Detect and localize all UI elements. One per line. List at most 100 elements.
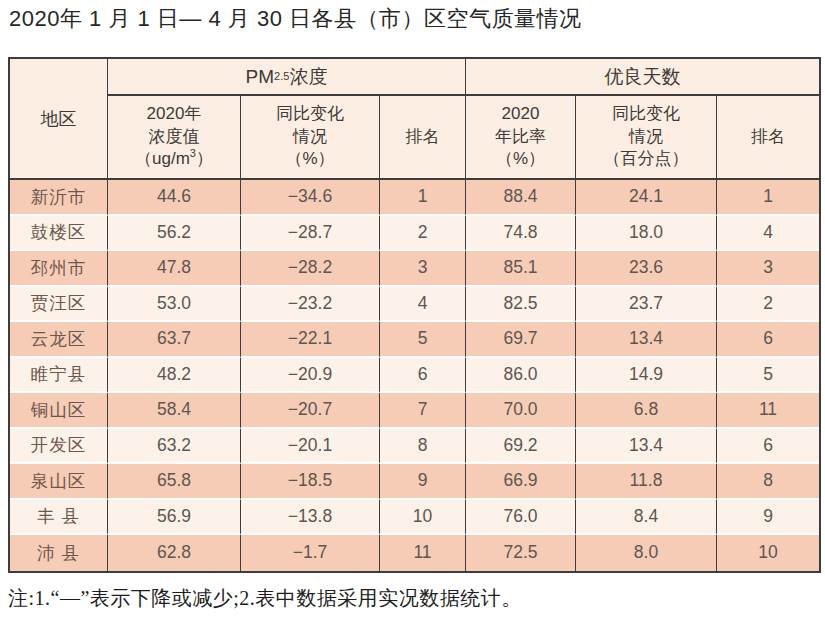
cell-good-rate: 76.0 xyxy=(466,500,576,536)
header-pm-value-line2: 浓度值 xyxy=(135,126,213,148)
pm25-label-rest: 浓度 xyxy=(289,64,327,90)
cell-pm-value: 56.2 xyxy=(108,216,241,252)
cell-pm-value: 48.2 xyxy=(108,358,241,394)
cell-region: 铜山区 xyxy=(10,393,108,429)
header-pm-change-line2: 情况 xyxy=(276,126,344,148)
cell-good-change: 23.7 xyxy=(576,287,717,323)
cell-good-rank: 2 xyxy=(717,287,819,323)
cell-region: 开发区 xyxy=(10,429,108,465)
cell-region: 云龙区 xyxy=(10,322,108,358)
cell-good-change: 14.9 xyxy=(576,358,717,394)
header-good-rate-unit: （%） xyxy=(495,148,546,170)
cell-pm-change: −28.7 xyxy=(241,216,380,252)
cell-good-rank: 3 xyxy=(717,251,819,287)
cell-pm-rank: 8 xyxy=(380,429,466,465)
cell-pm-change: −1.7 xyxy=(241,535,380,571)
cell-pm-change: −18.5 xyxy=(241,464,380,500)
cell-pm-change: −20.7 xyxy=(241,393,380,429)
cell-pm-value: 62.8 xyxy=(108,535,241,571)
cell-pm-value: 58.4 xyxy=(108,393,241,429)
cell-region: 泉山区 xyxy=(10,464,108,500)
cell-pm-rank: 11 xyxy=(380,535,466,571)
cell-good-change: 24.1 xyxy=(576,180,717,216)
header-good-rank: 排名 xyxy=(717,96,819,180)
cell-pm-change: −23.2 xyxy=(241,287,380,323)
cell-region: 沛 县 xyxy=(10,535,108,571)
header-region: 地区 xyxy=(10,59,108,180)
cell-pm-rank: 3 xyxy=(380,251,466,287)
header-pm-value-line1: 2020年 xyxy=(135,103,213,125)
cell-region: 贾汪区 xyxy=(10,287,108,323)
cell-good-rank: 4 xyxy=(717,216,819,252)
cell-pm-change: −13.8 xyxy=(241,500,380,536)
cell-pm-value: 65.8 xyxy=(108,464,241,500)
cell-good-rank: 11 xyxy=(717,393,819,429)
cell-pm-rank: 5 xyxy=(380,322,466,358)
cell-pm-rank: 7 xyxy=(380,393,466,429)
pm25-label-base: PM xyxy=(246,66,275,88)
cell-good-rate: 86.0 xyxy=(466,358,576,394)
header-group-good-days: 优良天数 xyxy=(466,59,819,96)
cell-good-change: 13.4 xyxy=(576,429,717,465)
footnote: 注:1.“—”表示下降或减少;2.表中数据采用实况数据统计。 xyxy=(8,585,522,612)
cell-good-rate: 66.9 xyxy=(466,464,576,500)
cell-pm-value: 44.6 xyxy=(108,180,241,216)
cell-good-rate: 88.4 xyxy=(466,180,576,216)
cell-good-change: 18.0 xyxy=(576,216,717,252)
cell-pm-change: −34.6 xyxy=(241,180,380,216)
page-title: 2020年 1 月 1 日— 4 月 30 日各县（市）区空气质量情况 xyxy=(9,5,582,33)
header-good-change-line1: 同比变化 xyxy=(604,103,689,125)
cell-pm-change: −28.2 xyxy=(241,251,380,287)
cell-good-rank: 9 xyxy=(717,500,819,536)
cell-good-rank: 1 xyxy=(717,180,819,216)
cell-pm-value: 63.2 xyxy=(108,429,241,465)
cell-pm-value: 56.9 xyxy=(108,500,241,536)
cell-good-rate: 74.8 xyxy=(466,216,576,252)
header-group-pm25: PM2.5 浓度 xyxy=(108,59,466,96)
cell-good-rank: 5 xyxy=(717,358,819,394)
cell-pm-rank: 9 xyxy=(380,464,466,500)
header-good-change-line2: 情况 xyxy=(604,126,689,148)
header-good-rate: 2020 年比率 （%） xyxy=(466,96,576,180)
header-good-change-unit: （百分点） xyxy=(604,148,689,170)
cell-region: 邳州市 xyxy=(10,251,108,287)
cell-good-rate: 85.1 xyxy=(466,251,576,287)
cell-good-change: 11.8 xyxy=(576,464,717,500)
header-good-change: 同比变化 情况 （百分点） xyxy=(576,96,717,180)
cell-pm-change: −20.9 xyxy=(241,358,380,394)
cell-region: 睢宁县 xyxy=(10,358,108,394)
header-pm-value: 2020年 浓度值 （ug/m3） xyxy=(108,96,241,180)
cell-good-change: 13.4 xyxy=(576,322,717,358)
cell-pm-value: 47.8 xyxy=(108,251,241,287)
cell-pm-rank: 10 xyxy=(380,500,466,536)
cell-pm-value: 63.7 xyxy=(108,322,241,358)
header-good-rate-line1: 2020 xyxy=(495,103,546,125)
header-good-rate-line2: 年比率 xyxy=(495,126,546,148)
cell-good-change: 23.6 xyxy=(576,251,717,287)
cell-good-rate: 70.0 xyxy=(466,393,576,429)
cell-good-rate: 69.2 xyxy=(466,429,576,465)
header-pm-change-unit: （%） xyxy=(276,148,344,170)
air-quality-table: 地区 PM2.5 浓度 优良天数 2020年 浓度值 （ug/m3） 同比变化 … xyxy=(8,57,821,573)
cell-good-change: 6.8 xyxy=(576,393,717,429)
cell-region: 鼓楼区 xyxy=(10,216,108,252)
header-pm-change: 同比变化 情况 （%） xyxy=(241,96,380,180)
cell-pm-rank: 1 xyxy=(380,180,466,216)
pm25-label-subscript: 2.5 xyxy=(274,71,289,82)
cell-pm-rank: 6 xyxy=(380,358,466,394)
cell-good-rank: 8 xyxy=(717,464,819,500)
cell-good-rank: 10 xyxy=(717,535,819,571)
cell-pm-rank: 2 xyxy=(380,216,466,252)
cell-good-rate: 72.5 xyxy=(466,535,576,571)
cell-good-rate: 82.5 xyxy=(466,287,576,323)
cell-pm-change: −20.1 xyxy=(241,429,380,465)
header-pm-value-unit: （ug/m3） xyxy=(135,148,213,170)
cell-pm-rank: 4 xyxy=(380,287,466,323)
cell-good-rank: 6 xyxy=(717,429,819,465)
cell-region: 新沂市 xyxy=(10,180,108,216)
cell-good-change: 8.0 xyxy=(576,535,717,571)
cell-good-change: 8.4 xyxy=(576,500,717,536)
header-pm-change-line1: 同比变化 xyxy=(276,103,344,125)
cell-region: 丰 县 xyxy=(10,500,108,536)
cell-pm-value: 53.0 xyxy=(108,287,241,323)
